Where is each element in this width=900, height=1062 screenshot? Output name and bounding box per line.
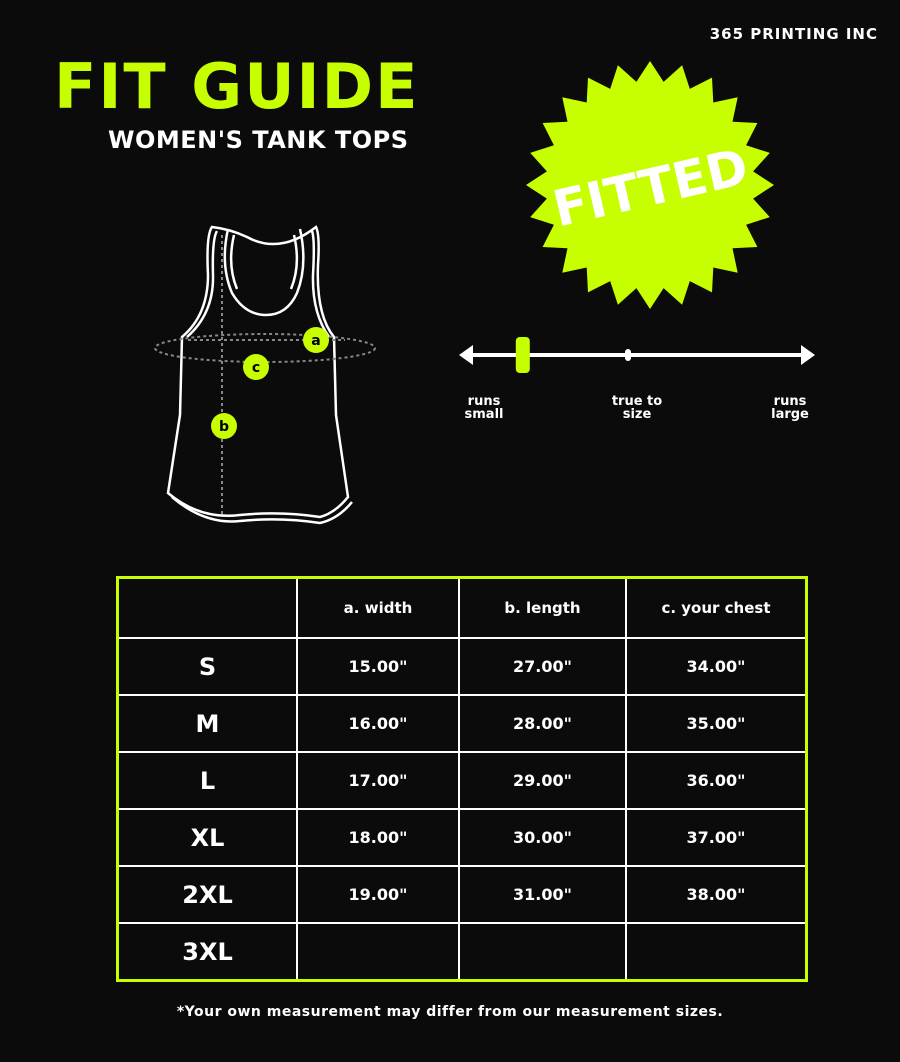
header-width: a. width [296, 576, 460, 639]
cell-width: 19.00" [296, 865, 460, 924]
header-length: b. length [458, 576, 627, 639]
cell-width: 15.00" [296, 637, 460, 696]
cell-chest: 34.00" [625, 637, 808, 696]
cell-length: 30.00" [458, 808, 627, 867]
runs-large-line2: large [771, 407, 809, 422]
runs-small-line2: small [464, 407, 504, 422]
cell-size: XL [116, 808, 298, 867]
cell-length: 31.00" [458, 865, 627, 924]
cell-chest: 36.00" [625, 751, 808, 810]
marker-c: c [252, 360, 260, 376]
cell-chest: 35.00" [625, 694, 808, 753]
brand-name: 365 PRINTING INC [709, 25, 878, 43]
page-subtitle: WOMEN'S TANK TOPS [108, 126, 409, 154]
chest-measurement-line [154, 333, 376, 363]
tank-top-diagram: a c b [154, 225, 376, 525]
cell-width: 17.00" [296, 751, 460, 810]
true-to-size-line1: true to [611, 394, 663, 409]
cell-length: 27.00" [458, 637, 627, 696]
marker-a-icon [303, 327, 329, 353]
cell-length: 28.00" [458, 694, 627, 753]
table-row: M 16.00" 28.00" 35.00" [116, 694, 808, 753]
right-arrow-icon [801, 345, 815, 365]
cell-length: 29.00" [458, 751, 627, 810]
cell-size: 3XL [116, 922, 298, 982]
header-size [116, 576, 298, 639]
table-row: 2XL 19.00" 31.00" 38.00" [116, 865, 808, 924]
cell-size: L [116, 751, 298, 810]
runs-small-label: runs small [444, 395, 524, 421]
true-to-size-label: true to size [597, 395, 677, 421]
cell-width: 18.00" [296, 808, 460, 867]
runs-small-line1: runs [467, 394, 501, 409]
fit-scale [459, 337, 815, 373]
cell-size: S [116, 637, 298, 696]
marker-a: a [311, 333, 320, 349]
true-to-size-tick [625, 349, 631, 361]
cell-length [458, 922, 627, 982]
cell-chest: 37.00" [625, 808, 808, 867]
runs-large-label: runs large [750, 395, 830, 421]
true-to-size-line2: size [622, 407, 652, 422]
fit-indicator [515, 337, 530, 373]
table-header-row: a. width b. length c. your chest [116, 576, 808, 639]
left-arrow-icon [459, 345, 473, 365]
table-row: S 15.00" 27.00" 34.00" [116, 637, 808, 696]
marker-c-icon [243, 354, 269, 380]
marker-b: b [219, 419, 229, 435]
cell-chest [625, 922, 808, 982]
cell-width: 16.00" [296, 694, 460, 753]
footnote: *Your own measurement may differ from ou… [176, 1004, 724, 1020]
table-row: XL 18.00" 30.00" 37.00" [116, 808, 808, 867]
size-chart-table: a. width b. length c. your chest S 15.00"… [116, 576, 808, 982]
cell-size: M [116, 694, 298, 753]
table-row: 3XL [116, 922, 808, 982]
fitted-starburst-badge: FITTED [526, 61, 774, 309]
tank-top-outline [166, 225, 353, 525]
header-chest: c. your chest [625, 576, 808, 639]
starburst-shape [526, 61, 774, 309]
cell-size: 2XL [116, 865, 298, 924]
cell-chest: 38.00" [625, 865, 808, 924]
table-row: L 17.00" 29.00" 36.00" [116, 751, 808, 810]
runs-large-line1: runs [773, 394, 807, 409]
cell-width [296, 922, 460, 982]
page-title: FIT GUIDE [54, 50, 420, 123]
marker-b-icon [211, 413, 237, 439]
